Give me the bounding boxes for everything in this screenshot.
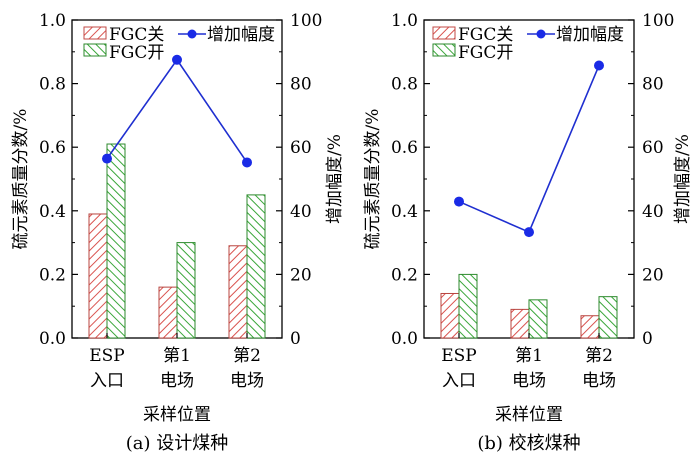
y-left-tick-label: 0.0 <box>39 329 66 349</box>
y-left-tick-label: 0.8 <box>391 75 418 95</box>
y-left-tick-label: 0.2 <box>39 265 66 285</box>
y-axis-right: 0 20 40 60 80 100 <box>628 11 674 349</box>
point-increase <box>242 157 252 168</box>
category-labels: ESP 入口 第1 电场 第2 电场 <box>441 346 616 391</box>
y-right-tick-label: 60 <box>642 138 664 158</box>
y-right-tick-label: 40 <box>642 202 664 222</box>
bars <box>440 273 618 339</box>
legend-line-marker <box>536 29 546 39</box>
category-label: ESP <box>441 346 477 366</box>
x-axis-label: 采样位置 <box>143 405 211 425</box>
category-label: 入口 <box>442 371 476 391</box>
category-label: 第1 <box>515 346 543 366</box>
y-left-tick-label: 0.4 <box>39 202 66 222</box>
legend-label-increase: 增加幅度 <box>556 25 624 45</box>
y-right-tick-label: 60 <box>290 138 312 158</box>
y-right-tick-label: 0 <box>642 329 653 349</box>
legend-swatch-fgc-on <box>432 43 456 57</box>
legend-label-increase: 增加幅度 <box>207 25 275 45</box>
y-left-tick-label: 0.2 <box>391 265 418 285</box>
panel-caption: (b) 校核煤种 <box>477 433 580 454</box>
y-right-tick-label: 40 <box>290 202 312 222</box>
category-label: ESP <box>89 346 125 366</box>
bar-fgc-off <box>440 292 460 339</box>
y-axis-left: 0.0 0.2 0.4 0.6 0.8 1.0 <box>391 11 430 349</box>
y-right-tick-label: 0 <box>290 329 301 349</box>
bar-fgc-off <box>580 315 600 339</box>
y-axis-right-label: 增加幅度/% <box>673 134 693 224</box>
line-increase <box>106 58 248 163</box>
bar-fgc-off <box>510 308 530 339</box>
bar-fgc-on <box>598 296 618 339</box>
category-label: 电场 <box>160 371 194 391</box>
y-axis-right: 0 20 40 60 80 100 <box>276 11 322 349</box>
legend-swatch-fgc-off <box>432 26 456 40</box>
y-axis-right-label: 增加幅度/% <box>325 134 345 224</box>
legend: FGC关 FGC开 增加幅度 <box>83 25 275 63</box>
panel-caption: (a) 设计煤种 <box>126 433 229 454</box>
point-increase <box>454 196 464 207</box>
chart-panel-b: 0.0 0.2 0.4 0.6 0.8 1.0 0 20 40 60 80 100 ESP 入口 第1 电… <box>363 11 693 454</box>
bar-fgc-on <box>176 242 196 339</box>
y-left-tick-label: 0.4 <box>391 202 418 222</box>
chart-panel-a: 0.0 0.2 0.4 0.6 0.8 1.0 0 20 40 60 80 100 ESP 入口 第1 电… <box>11 11 345 454</box>
category-label: 第2 <box>585 346 613 366</box>
point-increase <box>102 153 112 164</box>
y-left-tick-label: 0.6 <box>39 138 66 158</box>
point-increase <box>594 60 604 71</box>
y-axis-left-label: 硫元素质量分数/% <box>11 109 31 250</box>
category-label: 电场 <box>512 371 546 391</box>
y-right-tick-label: 80 <box>642 75 664 95</box>
bar-fgc-off <box>228 245 248 339</box>
y-right-tick-label: 100 <box>290 11 322 31</box>
y-left-tick-label: 0.6 <box>391 138 418 158</box>
bar-fgc-on <box>528 299 548 339</box>
line-series <box>102 54 252 168</box>
y-right-tick-label: 20 <box>642 265 664 285</box>
y-left-tick-label: 1.0 <box>39 11 66 31</box>
legend-label-fgc-off: FGC关 <box>109 25 164 45</box>
y-right-tick-label: 100 <box>642 11 674 31</box>
bars <box>88 143 266 339</box>
y-left-tick-label: 0.0 <box>391 329 418 349</box>
y-axis-left: 0.0 0.2 0.4 0.6 0.8 1.0 <box>39 11 78 349</box>
x-axis-label: 采样位置 <box>495 405 563 425</box>
y-left-tick-label: 0.8 <box>39 75 66 95</box>
legend-line-marker <box>187 29 197 39</box>
category-label: 入口 <box>90 371 124 391</box>
bar-fgc-off <box>158 286 178 339</box>
bar-fgc-off <box>88 213 108 339</box>
y-axis-left-label: 硫元素质量分数/% <box>363 109 383 250</box>
category-label: 电场 <box>230 371 264 391</box>
legend-label-fgc-off: FGC关 <box>458 25 513 45</box>
legend-label-fgc-on: FGC开 <box>458 43 513 63</box>
point-increase <box>172 54 182 65</box>
category-label: 电场 <box>582 371 616 391</box>
legend-label-fgc-on: FGC开 <box>109 43 164 63</box>
category-labels: ESP 入口 第1 电场 第2 电场 <box>89 346 264 391</box>
line-series <box>454 60 604 238</box>
legend-swatch-fgc-on <box>83 43 107 57</box>
bar-fgc-on <box>246 194 266 339</box>
category-label: 第2 <box>233 346 261 366</box>
legend: FGC关 FGC开 增加幅度 <box>432 25 624 63</box>
y-left-tick-label: 1.0 <box>391 11 418 31</box>
y-right-tick-label: 80 <box>290 75 312 95</box>
legend-swatch-fgc-off <box>83 26 107 40</box>
bar-fgc-on <box>458 273 478 339</box>
point-increase <box>524 227 534 238</box>
line-increase <box>458 65 600 234</box>
y-right-tick-label: 20 <box>290 265 312 285</box>
bar-fgc-on <box>106 143 126 339</box>
category-label: 第1 <box>163 346 191 366</box>
